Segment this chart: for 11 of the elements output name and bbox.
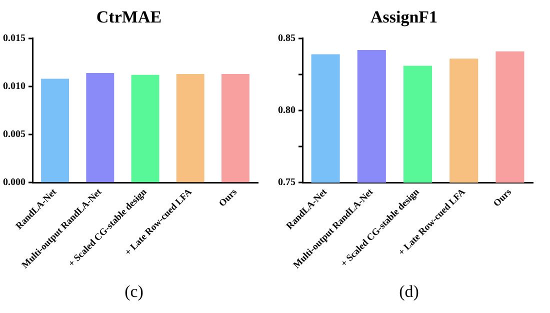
y-tick-label: 0.015 <box>3 32 26 44</box>
text: (d) <box>398 282 420 302</box>
y-tick-label: 0.005 <box>3 129 26 140</box>
y-tick-label: 0.80 <box>278 105 296 116</box>
y-tick-label: 0.85 <box>278 32 296 44</box>
y-tick-label: 0.010 <box>3 81 26 92</box>
y-tick-label: 0.75 <box>278 177 296 188</box>
y-tick-label: 0.000 <box>3 177 26 188</box>
chart-title: CtrMAE <box>96 8 162 27</box>
chart-title: AssignF1 <box>370 8 438 27</box>
text: (c) <box>124 282 144 302</box>
